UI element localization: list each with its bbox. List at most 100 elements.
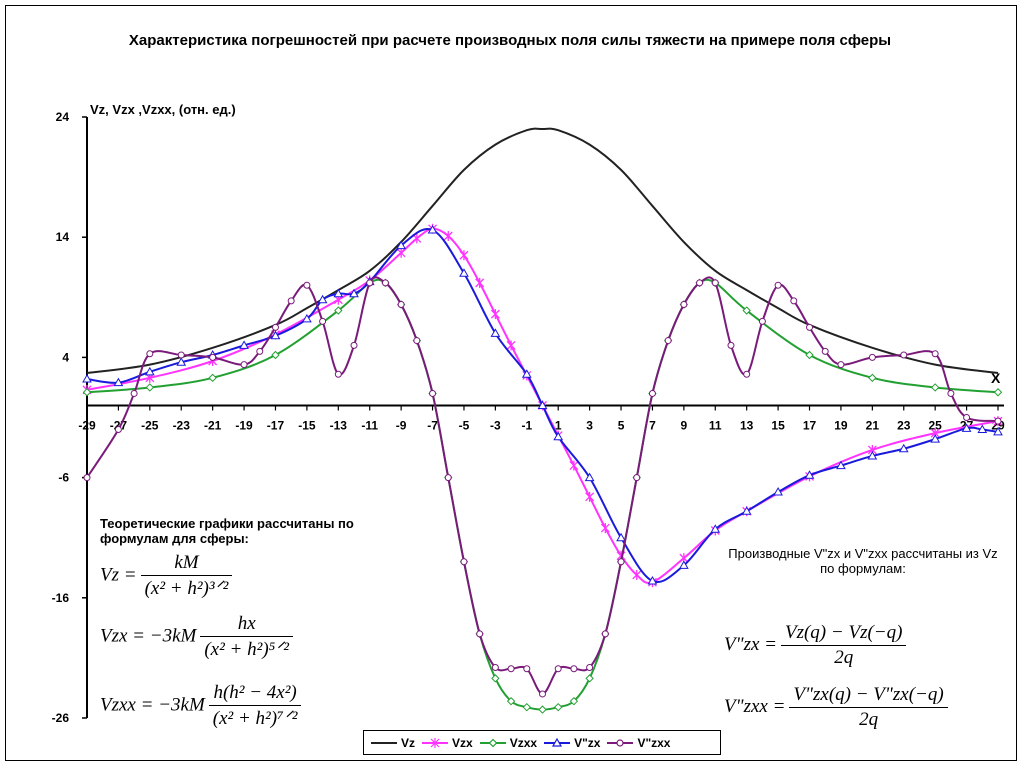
legend-swatch [371,741,397,744]
x-tick-label: 7 [649,418,656,432]
x-tick-label: -23 [173,418,191,432]
point-marker [475,277,485,288]
point-marker [427,224,438,234]
chart-title: Характеристика погрешностей при расчете … [128,32,892,49]
point-marker [898,443,909,453]
point-marker [554,665,562,673]
x-tick-label: 21 [866,418,880,432]
chart-legend: Vz Vzx Vzxx V"zx V"zxx [363,730,721,755]
point-marker [459,250,469,261]
point-marker [538,705,547,714]
point-marker [256,347,264,355]
point-marker [523,665,531,673]
point-marker [963,414,971,421]
point-marker [601,630,609,638]
point-marker [83,474,91,482]
point-marker [743,370,751,378]
y-axis-label: Vz, Vzx ,Vzxx, (отн. ед.) [90,102,236,117]
point-marker [209,353,217,361]
point-marker [961,423,972,432]
y-tick-label: 24 [56,110,70,124]
point-marker [522,702,532,712]
point-marker [774,281,782,289]
legend-item: Vzx [421,736,473,750]
point-marker [790,297,798,305]
point-marker [900,351,908,359]
point-marker [146,350,154,358]
formula-vzxx: Vzxx = −3kM h(h² − 4x²) (x² + h²)⁷ᐟ² [100,682,302,730]
point-marker [144,366,155,376]
x-tick-label: -17 [267,418,285,432]
x-tick-label: 3 [586,418,593,432]
point-marker [317,294,328,304]
formula-vz: Vz = kM (x² + h²)³ᐟ² [100,552,233,600]
legend-swatch [479,738,506,747]
point-marker [491,674,500,683]
y-tick-label: 4 [62,350,69,364]
point-marker [490,328,501,337]
legend-swatch [607,738,634,747]
point-marker [836,460,846,470]
point-marker [633,474,641,482]
point-marker [805,350,814,360]
point-marker [806,323,814,331]
point-marker [490,309,500,320]
legend-item: Vzxx [479,736,537,750]
point-marker [648,389,656,397]
point-marker [334,306,343,315]
x-tick-label: -25 [141,418,159,432]
point-marker [506,696,516,706]
point-marker [553,431,564,441]
point-marker [460,558,468,566]
x-tick-label: 23 [897,418,911,432]
theory-note: Теоретические графики рассчитаны по форм… [100,516,354,546]
point-marker [413,337,421,345]
point-marker [177,351,185,359]
point-marker [476,630,484,638]
x-tick-label: -1 [521,418,532,432]
y-tick-label: -6 [58,471,69,485]
point-marker [240,361,248,369]
legend-label: Vz [401,735,416,750]
legend-item: V"zx [543,736,600,750]
x-tick-label: -15 [298,418,316,432]
point-marker [537,400,548,409]
legend-item: Vz [370,736,415,750]
x-tick-label: -7 [427,418,438,432]
point-marker [145,383,155,392]
point-marker [758,317,766,325]
point-marker [239,340,249,349]
point-marker [444,474,452,482]
legend-label: V"zx [574,735,601,750]
legend-label: V"zxx [637,735,671,750]
point-marker [930,434,941,443]
point-marker [868,373,877,383]
point-marker [176,357,187,366]
point-marker [287,297,295,305]
point-marker [837,361,845,369]
x-tick-label: 9 [681,418,688,432]
x-tick-label: -3 [490,418,501,432]
series-line-3 [86,227,999,583]
point-marker [632,569,642,580]
point-marker [334,370,342,378]
point-marker [114,426,122,434]
point-marker [539,690,546,698]
point-marker [947,389,955,397]
x-axis-label: X [991,370,1001,386]
y-tick-label: 14 [56,230,70,244]
point-marker [270,330,281,340]
point-marker [696,279,704,287]
legend-label: Vzxx [509,735,538,750]
legend-swatch [544,737,571,747]
point-marker [397,301,405,309]
x-tick-label: -13 [330,418,348,432]
point-marker [349,288,359,298]
series-line-0 [86,127,999,375]
point-marker [381,279,389,287]
point-marker [993,388,1003,397]
point-marker [569,696,579,706]
point-marker [741,506,752,515]
formula-dvzxx: V"zxx = V"zx(q) − V"zx(−q) 2q [724,684,948,731]
